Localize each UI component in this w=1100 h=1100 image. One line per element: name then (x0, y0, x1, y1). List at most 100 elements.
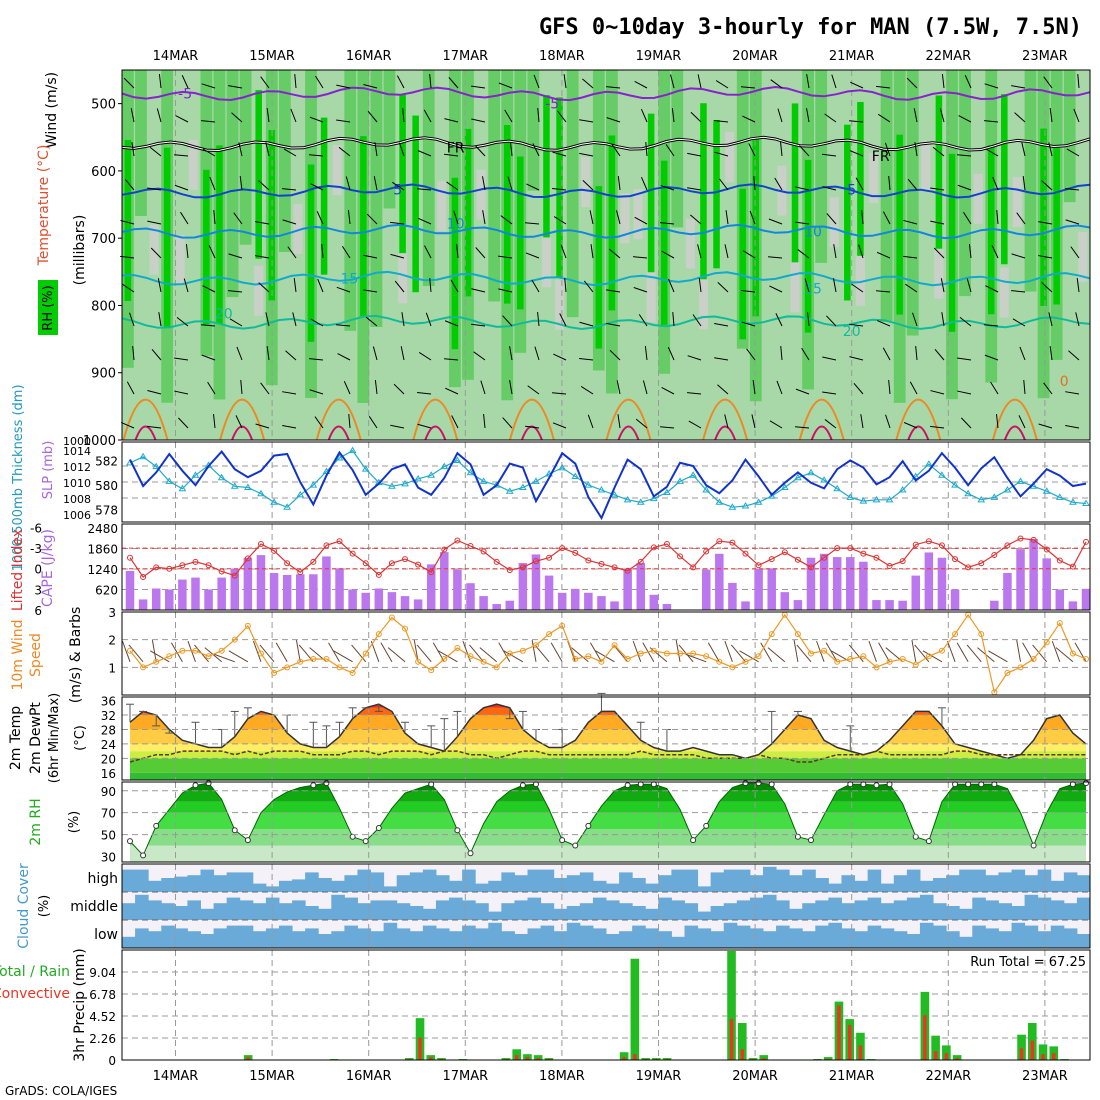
cloud-bar (370, 931, 385, 948)
cape-bar (243, 557, 253, 610)
wind-barb (363, 84, 378, 89)
precip-convective-bar (429, 1057, 433, 1060)
wind-barb (634, 80, 648, 89)
wind-barb (213, 210, 216, 225)
rh-dry-patch (620, 193, 630, 244)
wind-barb (266, 346, 270, 361)
wind-barb (725, 210, 729, 225)
surface-wind-barb (590, 642, 602, 663)
wind-barb (906, 77, 918, 89)
surface-wind-barb (966, 644, 982, 663)
temperature-tick-label: 32 (101, 709, 116, 723)
wind-barb (282, 425, 297, 429)
wind-barb (1075, 312, 1080, 327)
precip-total-bar (727, 950, 736, 1060)
li-point (218, 568, 225, 575)
li-point (886, 562, 893, 569)
wind-barb (509, 346, 513, 361)
wind-barb (1018, 415, 1026, 429)
humidity-point (467, 850, 474, 857)
wind-speed-point (218, 647, 225, 654)
wind-speed-point (153, 658, 160, 665)
wind-speed-point (179, 647, 186, 654)
wind-barb (885, 414, 891, 429)
wind-barb (780, 346, 783, 361)
wind-barb (1049, 108, 1053, 123)
date-label-bottom: 21MAR (829, 1069, 875, 1084)
cloud-bar (422, 908, 437, 920)
wind-barb (876, 85, 891, 89)
cloud-bar (1024, 894, 1039, 920)
wind-axis-label: Wind (m/s) (44, 72, 60, 148)
cloud-bar (566, 906, 581, 920)
wind-barb (174, 357, 189, 361)
rh-streak-moist (556, 97, 563, 278)
rh-dry-patch (973, 173, 983, 224)
surface-wind-barb (571, 647, 589, 663)
cloud-bar (815, 878, 829, 892)
temperature-band (130, 751, 1086, 759)
cloud-bar (292, 900, 306, 920)
wind-barb (255, 221, 270, 225)
wind-barb (801, 347, 810, 361)
cloud-bar (959, 869, 973, 892)
rh-streak-moist (307, 164, 315, 342)
rh-streak-moist (739, 188, 746, 340)
wind-barb (418, 217, 432, 225)
cloud-bar (841, 903, 856, 920)
wind-speed-point (1056, 620, 1063, 627)
wind-barb (996, 414, 999, 429)
cloud-bar (1024, 875, 1039, 892)
wind-barb (915, 346, 918, 361)
li-point (899, 558, 906, 565)
cloud-bar (998, 903, 1013, 920)
rh-streak (671, 70, 684, 228)
cloud-bar (946, 875, 960, 892)
wind-barb (373, 176, 378, 191)
isotherm-label: FR (872, 149, 890, 165)
wind-barb (563, 74, 567, 89)
wind-barb (589, 210, 594, 225)
li-point (297, 569, 304, 576)
surface-wind-barb (914, 644, 930, 663)
cloud-bar (239, 872, 254, 892)
humidity-point (231, 827, 238, 834)
wind-barb (909, 381, 918, 395)
precip-convective-bar (514, 1055, 519, 1060)
wind-barb (826, 315, 837, 327)
li-point (768, 556, 775, 563)
humidity-point (624, 782, 631, 789)
li-point (755, 562, 762, 569)
wind-barb (202, 148, 216, 157)
wind-barb (833, 244, 837, 259)
wind-barb (337, 353, 351, 361)
cloud-bar (906, 869, 921, 892)
wind-barb (123, 77, 135, 89)
wind-barb (236, 346, 243, 361)
surface-wind-barb (730, 644, 746, 663)
wind-barb (741, 321, 756, 327)
wind-barb (617, 176, 621, 191)
surface-contour-hot (134, 425, 157, 441)
thickness-point (794, 473, 802, 481)
surface-wind-barb (922, 650, 943, 663)
wind-barb (822, 391, 837, 395)
wind-barb (147, 187, 162, 191)
wind-barb (742, 250, 756, 259)
cloud-bar (933, 878, 947, 892)
temperature-axis-label-2: 2m DewPt (28, 702, 44, 774)
li-point (493, 558, 500, 565)
temperature-band-low (130, 772, 1086, 780)
wind-speed-point (349, 669, 356, 676)
li-point (231, 572, 238, 579)
wind-barb (717, 384, 729, 395)
rh-dry-patch (921, 140, 931, 191)
wind-barb (314, 416, 324, 429)
li-tick-label: -3 (30, 542, 42, 556)
wind-barb (668, 278, 675, 293)
rh-streak (959, 70, 971, 297)
thickness-point (558, 463, 567, 471)
rh-streak-moist (948, 153, 956, 332)
rh-streak-moist (399, 94, 406, 254)
li-point (467, 543, 474, 550)
